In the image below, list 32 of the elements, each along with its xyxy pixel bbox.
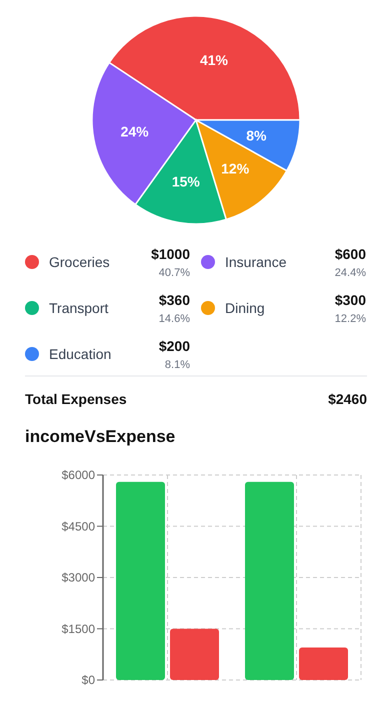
text: $600 [334, 246, 366, 262]
data-label: 24% [120, 123, 150, 140]
text: 14.6% [158, 313, 190, 325]
text: $360 [158, 292, 190, 308]
bar [170, 628, 219, 680]
text: 12.2% [334, 313, 366, 325]
data-label: 12% [221, 160, 250, 177]
text: Total Expenses [25, 391, 127, 407]
legend-label: Transport [49, 300, 108, 316]
legend-label: Education [49, 346, 112, 362]
text: $2460 [328, 391, 368, 407]
data-label: 8% [246, 128, 268, 144]
text: $300 [334, 292, 366, 308]
text: 8.1% [164, 359, 190, 371]
y-tick-label: $1500 [62, 622, 96, 636]
bar [245, 482, 294, 680]
text: $1000 [151, 246, 190, 262]
chart-title: incomeVsExpense [25, 427, 176, 446]
bar [299, 648, 348, 680]
y-tick-label: $3000 [62, 570, 96, 584]
legend-label: Groceries [49, 254, 110, 270]
text: $200 [158, 338, 190, 354]
text: 40.7% [158, 267, 190, 279]
text: 24.4% [334, 267, 366, 279]
bar [116, 482, 165, 680]
data-label: 15% [172, 174, 200, 190]
y-tick-label: $0 [82, 673, 96, 687]
y-tick-label: $4500 [62, 519, 96, 534]
legend-label: Dining [225, 300, 265, 316]
y-tick-label: $6000 [62, 468, 96, 482]
legend-label: Insurance [225, 254, 287, 270]
data-label: 41% [200, 52, 229, 68]
